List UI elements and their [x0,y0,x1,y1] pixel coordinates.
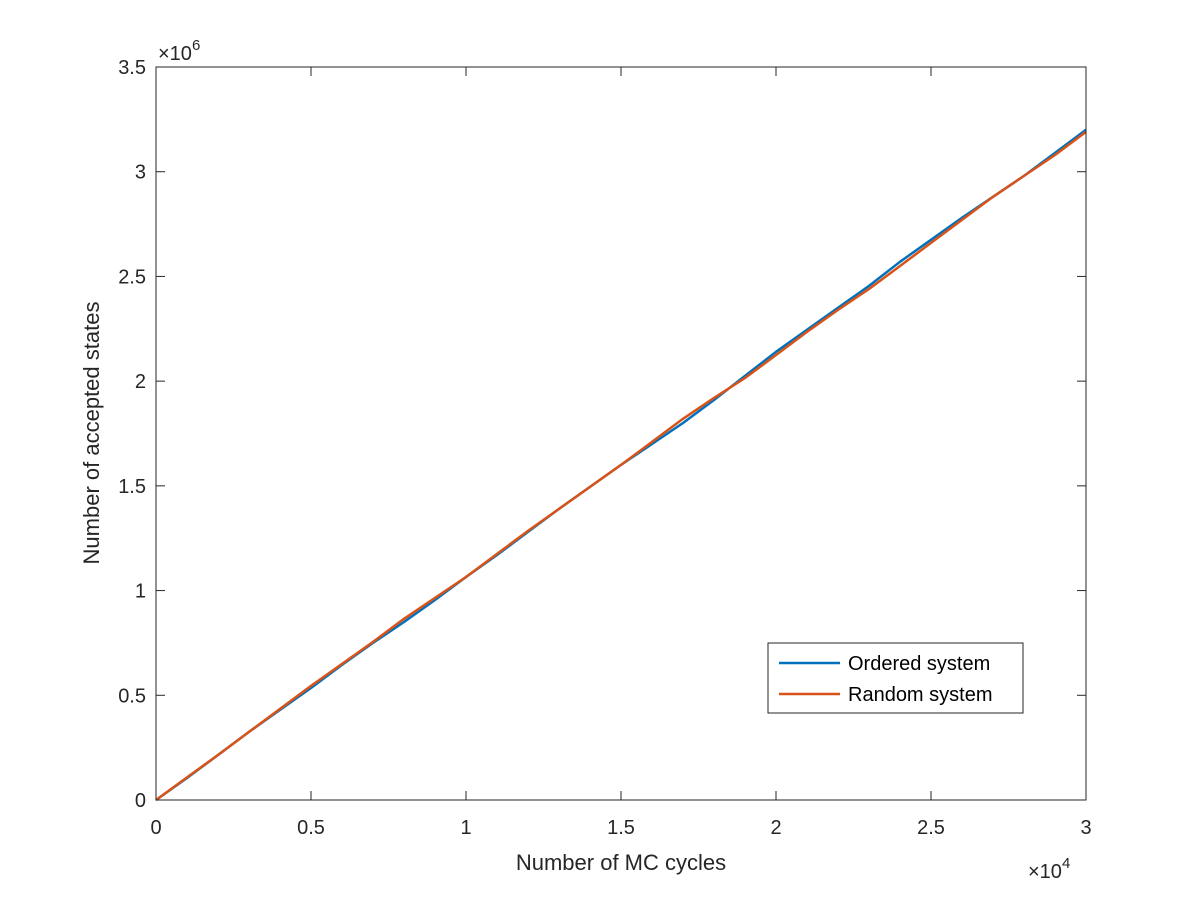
ticks-layer: 0 0.5 1 1.5 2 2.5 3 0 0.5 1 1.5 2 2.5 3 3.5 [118,57,1091,839]
x-tick-label: 2.5 [917,817,945,839]
y-multiplier-exponent: 6 [192,37,200,54]
x-multiplier-exponent: 4 [1062,855,1070,872]
x-tick-label: 1.5 [607,817,635,839]
y-tick-label: 3.5 [118,57,146,79]
legend-label-ordered: Ordered system [848,653,990,675]
x-axis-label: Number of MC cycles [516,850,726,875]
x-tick-label: 1 [460,817,471,839]
y-tick-label: 2 [135,371,146,393]
x-tick-label: 0 [150,817,161,839]
x-tick-label: 3 [1080,817,1091,839]
legend-box [767,642,1024,714]
y-tick-label: 1 [135,581,146,603]
y-tick-label: 1.5 [118,476,146,498]
y-tick-label: 0 [135,790,146,812]
y-axis-label: Number of accepted states [79,302,104,565]
y-axis-multiplier: ×106 [158,37,200,65]
series-line-random-system [155,130,1087,802]
y-tick-label: 3 [135,162,146,184]
series-layer [155,128,1087,802]
y-tick-label: 0.5 [118,685,146,707]
y-tick-label: 2.5 [118,266,146,288]
x-multiplier-base: ×10 [1028,861,1062,883]
legend-label-random: Random system [848,684,993,706]
x-axis-multiplier: ×104 [1028,855,1070,883]
x-tick-label: 2 [770,817,781,839]
legend: Ordered system Random system [767,642,1024,714]
x-tick-label: 0.5 [297,817,325,839]
y-multiplier-base: ×10 [158,43,192,65]
